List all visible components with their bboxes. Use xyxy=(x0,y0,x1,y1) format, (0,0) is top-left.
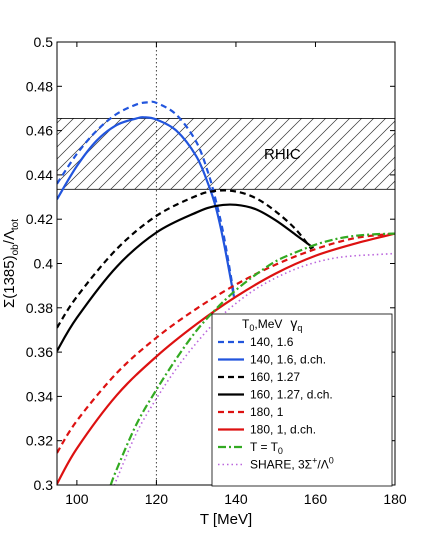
rhic-band-label: RHIC xyxy=(264,146,301,163)
series-line-1 xyxy=(57,100,236,295)
y-tick-label: 0.44 xyxy=(26,167,53,183)
series-line-5 xyxy=(57,232,395,454)
y-tick-label: 0.46 xyxy=(26,123,53,139)
y-axis-label-slash: /Λ xyxy=(1,230,18,244)
legend-label-4: 160, 1.27, d.ch. xyxy=(250,388,333,402)
series-line-8 xyxy=(113,252,395,485)
legend-label-6: 180, 1, d.ch. xyxy=(250,423,316,437)
y-axis-label-sub1: ob xyxy=(10,244,21,256)
legend-label-2: 140, 1.6, d.ch. xyxy=(250,353,326,367)
legend-header-t: T xyxy=(242,317,250,331)
x-tick-label: 140 xyxy=(224,491,248,507)
y-tick-label: 0.42 xyxy=(26,211,53,227)
y-tick-label: 0.5 xyxy=(34,34,54,50)
series-line-6 xyxy=(57,232,395,485)
legend-header-gamma-sub: q xyxy=(297,323,302,333)
x-tick-label: 100 xyxy=(65,491,89,507)
legend-header-t-sub: 0 xyxy=(249,323,254,333)
y-axis-label: Σ(1385)ob/Λtot xyxy=(1,219,21,308)
legend-header-gamma: γ xyxy=(290,315,297,331)
y-axis-label-sub2: tot xyxy=(10,219,21,230)
legend-items: 140, 1.6 140, 1.6, d.ch. 160, 1.27 160, 1.2… xyxy=(218,335,334,472)
y-tick-label: 0.36 xyxy=(26,344,53,360)
legend-label-7: T = T0 xyxy=(250,440,283,456)
y-tick-label: 0.4 xyxy=(34,256,54,272)
y-tick-label: 0.34 xyxy=(26,388,53,404)
legend-label-5: 180, 1 xyxy=(250,405,284,419)
series-line-7 xyxy=(109,232,395,485)
rhic-band xyxy=(56,118,396,190)
series-layer xyxy=(57,100,395,485)
y-tick-label: 0.48 xyxy=(26,78,53,94)
y-tick-label: 0.32 xyxy=(26,433,53,449)
legend-label-1: 140, 1.6 xyxy=(250,335,294,349)
series-line-4 xyxy=(57,203,315,352)
legend-header-rest: ,MeV xyxy=(254,317,282,331)
x-tick-label: 180 xyxy=(383,491,407,507)
x-axis-label: T [MeV] xyxy=(200,511,252,528)
x-tick-label: 120 xyxy=(145,491,169,507)
y-tick-label: 0.3 xyxy=(34,477,54,493)
x-tick-label: 160 xyxy=(304,491,328,507)
y-axis-label-main: Σ(1385) xyxy=(1,255,18,308)
legend-label-8: SHARE, 3Σ+/Λ0 xyxy=(250,456,334,472)
legend: T0,MeV γq 140, 1.6 140, 1.6, d.ch. 160, 1.2… xyxy=(211,313,393,487)
series-line-2 xyxy=(57,116,236,297)
tick-layer: 100 120 140 160 180 0.3 0.32 0.34 0.36 0.38 0.4 0.4… xyxy=(26,34,407,507)
legend-label-3: 160, 1.27 xyxy=(250,370,300,384)
series-line-3 xyxy=(57,189,313,329)
legend-header: T0,MeV γq xyxy=(242,315,302,333)
y-tick-label: 0.38 xyxy=(26,300,53,316)
